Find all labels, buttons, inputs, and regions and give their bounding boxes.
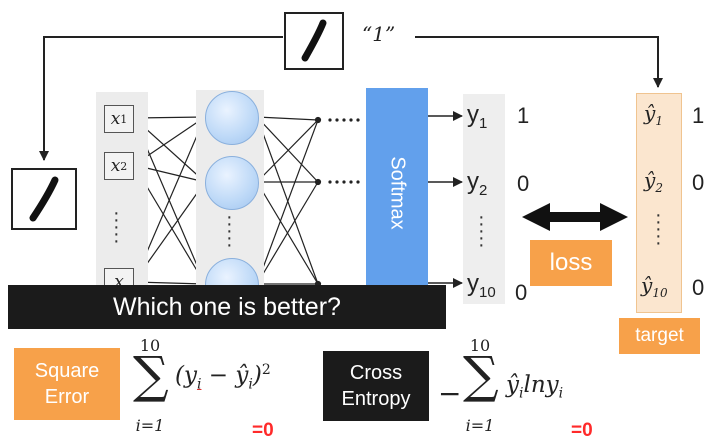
input-digit-image-left [11,168,77,230]
square-error-sigma: ∑ [133,346,169,404]
output-label-10: y10 [467,270,496,301]
square-error-expression: (yi − ŷi)2 [175,362,271,393]
output-ellipsis: · · · · · [478,206,485,256]
cross-entropy-sum-upper: 10 [469,336,491,355]
loss-label: loss [530,240,612,286]
square-error-label: Square Error [14,348,120,420]
hidden-ellipsis: · · · · · [226,206,233,256]
hidden-next-edge [256,119,319,285]
hidden-next-edge [256,116,319,121]
softmax-label: Softmax [386,156,409,230]
question-banner: Which one is better? [8,285,446,329]
square-error-sum-upper: 10 [139,336,161,355]
hidden-next-edge [256,119,319,183]
input-ellipsis: · · · · · [113,202,120,252]
loss-double-arrow [522,203,628,231]
cross-entropy-result: =0 [571,420,593,441]
hidden-next-edge [256,116,319,183]
target-ellipsis: · · · · · [655,204,662,254]
next-layer-node [314,116,322,124]
target-layer [636,93,682,313]
cross-entropy-sum-lower: i=1 [465,416,495,435]
target-label-10: ŷ10 [641,273,668,300]
hidden-neuron-1 [205,91,259,145]
output-value-10: 0 [515,280,528,305]
hidden-neuron-2 [205,156,259,210]
target-value-2: 0 [692,170,705,195]
target-badge: target [619,318,700,354]
next-layer-node [314,178,322,186]
output-label-2: y2 [467,168,488,199]
cross-entropy-label: Cross Entropy [323,351,429,421]
dotted-links [328,118,360,184]
digit-label: “1” [362,22,396,46]
target-label-1: ŷ1 [644,101,663,128]
cross-entropy-sigma: ∑ [463,346,499,404]
square-error-sum-lower: i=1 [135,416,165,435]
handwritten-one-icon [301,19,327,62]
handwritten-one-icon [29,176,59,222]
output-value-1: 1 [517,103,530,128]
target-label-2: ŷ2 [644,168,663,195]
cross-entropy-expression: ŷilnyi [506,372,564,402]
top-left-arrow [39,36,283,161]
top-right-arrow [415,36,663,88]
output-label-1: y1 [467,101,488,132]
output-layer [463,94,505,304]
target-value-1: 1 [692,103,705,128]
input-digit-image-top [284,12,344,70]
output-value-2: 0 [517,171,530,196]
square-error-result: =0 [252,420,274,441]
target-value-10: 0 [692,275,705,300]
cross-entropy-minus: − [438,377,462,410]
hidden-next-edge [256,181,319,285]
softmax-block: Softmax [366,88,428,298]
